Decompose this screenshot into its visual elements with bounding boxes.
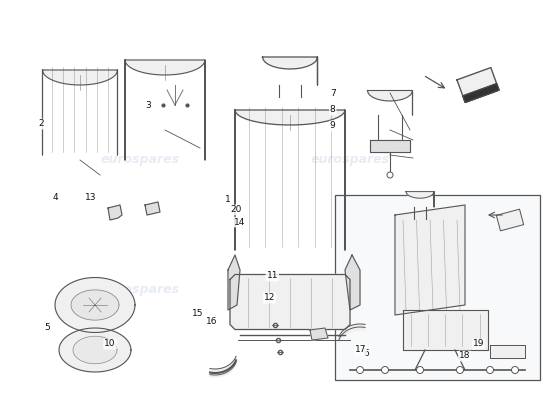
Text: 11: 11 — [267, 272, 278, 280]
Polygon shape — [228, 255, 240, 310]
Text: 9: 9 — [330, 122, 336, 130]
Circle shape — [416, 366, 424, 374]
Circle shape — [382, 366, 388, 374]
Polygon shape — [370, 140, 410, 152]
Text: eurospares: eurospares — [310, 284, 389, 296]
Polygon shape — [59, 328, 131, 372]
Polygon shape — [339, 324, 365, 343]
Text: 15: 15 — [192, 310, 204, 318]
Polygon shape — [42, 70, 118, 155]
Text: 5: 5 — [44, 324, 50, 332]
Circle shape — [456, 366, 464, 374]
Polygon shape — [71, 290, 119, 320]
Circle shape — [356, 366, 364, 374]
Circle shape — [487, 366, 493, 374]
Text: 14: 14 — [234, 218, 245, 226]
Polygon shape — [457, 68, 499, 102]
Text: 17: 17 — [355, 346, 366, 354]
Polygon shape — [367, 90, 412, 115]
Polygon shape — [145, 202, 160, 215]
Text: 16: 16 — [206, 318, 217, 326]
Polygon shape — [496, 209, 524, 231]
Polygon shape — [73, 336, 117, 364]
Text: 3: 3 — [146, 102, 151, 110]
Polygon shape — [490, 345, 525, 358]
Text: 12: 12 — [264, 294, 275, 302]
Text: 10: 10 — [104, 340, 116, 348]
Polygon shape — [235, 110, 345, 250]
Bar — [335, 195, 540, 380]
Text: eurospares: eurospares — [310, 154, 389, 166]
Text: 20: 20 — [231, 206, 242, 214]
Text: 19: 19 — [473, 340, 484, 348]
Text: eurospares: eurospares — [101, 154, 179, 166]
Polygon shape — [310, 328, 328, 340]
Circle shape — [387, 172, 393, 178]
Text: 18: 18 — [459, 352, 470, 360]
Text: eurospares: eurospares — [101, 284, 179, 296]
Circle shape — [512, 366, 519, 374]
Polygon shape — [55, 278, 135, 332]
Polygon shape — [406, 192, 434, 207]
Text: 2: 2 — [39, 120, 44, 128]
Polygon shape — [403, 310, 487, 350]
Polygon shape — [210, 356, 236, 377]
Polygon shape — [230, 274, 350, 330]
Text: 6: 6 — [363, 350, 368, 358]
Text: 8: 8 — [330, 106, 336, 114]
Text: 4: 4 — [52, 194, 58, 202]
Polygon shape — [125, 60, 205, 160]
Polygon shape — [108, 205, 122, 220]
Text: 13: 13 — [85, 194, 96, 202]
Polygon shape — [345, 255, 360, 310]
Polygon shape — [262, 57, 317, 85]
Polygon shape — [395, 205, 465, 315]
Text: 7: 7 — [330, 90, 336, 98]
Text: 1: 1 — [226, 196, 231, 204]
Polygon shape — [463, 84, 499, 102]
